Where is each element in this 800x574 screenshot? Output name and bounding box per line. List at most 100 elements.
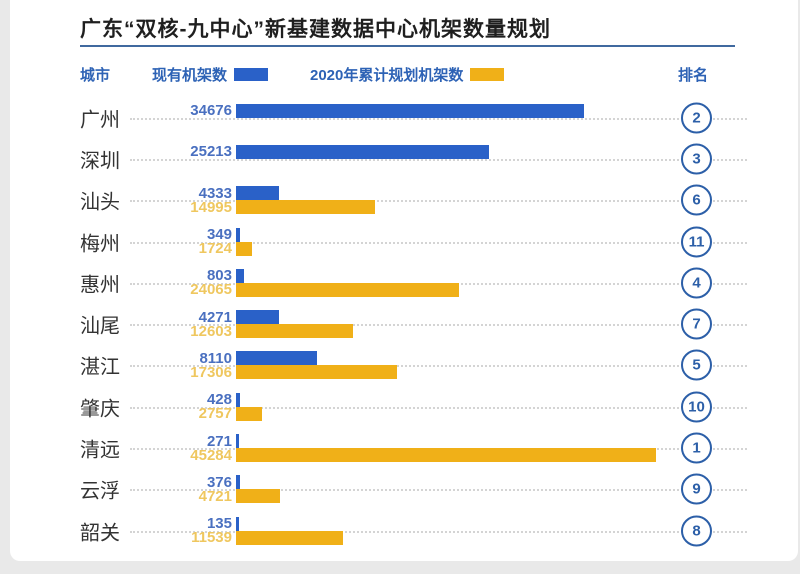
- city-label: 广州: [80, 109, 120, 132]
- existing-value: 4271: [198, 308, 232, 326]
- legend-planned: 2020年累计规划机架数: [310, 64, 505, 85]
- rank-badge: 6: [681, 184, 712, 216]
- existing-bar-line: 135: [145, 515, 239, 533]
- dotted-leader-line: [130, 365, 747, 368]
- legend-existing-label: 现有机架数: [152, 67, 228, 84]
- planned-value: 4721: [198, 487, 232, 505]
- dotted-leader-line: [130, 489, 747, 492]
- existing-bar-line: 8110: [145, 349, 318, 367]
- existing-bar-line: 34676: [145, 102, 584, 120]
- chart-row: 深圳 25213 3: [10, 138, 798, 179]
- city-label: 惠州: [80, 274, 120, 297]
- existing-bar: [236, 103, 584, 118]
- chart-row: 肇庆 428 2757 10: [10, 386, 798, 427]
- existing-bar-line: 803: [145, 267, 245, 285]
- existing-bar-line: 4271: [145, 308, 279, 326]
- planned-bar-line: 24065: [145, 281, 460, 299]
- existing-bar-line: 349: [145, 226, 240, 244]
- existing-bar-line: 25213: [145, 143, 490, 161]
- planned-value: 1724: [198, 240, 232, 258]
- dotted-leader-line: [130, 530, 747, 533]
- planned-bar-line: 17306: [145, 363, 397, 381]
- planned-value: 12603: [190, 322, 232, 340]
- city-label: 深圳: [80, 150, 120, 173]
- dotted-leader-line: [130, 158, 747, 161]
- dotted-leader-line: [130, 241, 747, 244]
- planned-bar: [236, 282, 460, 297]
- chart-rows: 广州 34676 2 深圳 25213 3 汕头 4333 1 4: [10, 97, 798, 551]
- legend-planned-label: 2020年累计规划机架数: [310, 67, 464, 84]
- existing-value: 428: [206, 391, 232, 409]
- planned-bar: [236, 406, 262, 421]
- planned-value: 14995: [190, 198, 232, 216]
- planned-bar-line: 2757: [145, 405, 262, 423]
- planned-bar: [236, 324, 353, 339]
- planned-bar-line: 45284: [145, 446, 656, 464]
- chart-row: 韶关 135 11539 8: [10, 510, 798, 551]
- existing-value: 25213: [190, 143, 232, 161]
- chart-card: 广东“双核-九中心”新基建数据中心机架数量规划 城市 现有机架数 2020年累计…: [10, 0, 798, 561]
- existing-bar: [236, 516, 239, 531]
- rank-badge: 7: [681, 308, 712, 340]
- legend-existing-swatch-icon: [234, 68, 269, 81]
- rank-column-header: 排名: [678, 67, 709, 84]
- planned-bar: [236, 241, 252, 256]
- chart-row: 汕头 4333 14995 6: [10, 180, 798, 221]
- existing-value: 349: [206, 226, 232, 244]
- rank-badge: 5: [681, 349, 712, 381]
- planned-bar-line: 12603: [145, 322, 353, 340]
- rank-badge: 1: [681, 432, 712, 464]
- rank-badge: 10: [681, 391, 712, 423]
- existing-bar-line: 271: [145, 432, 239, 450]
- city-label: 韶关: [80, 522, 120, 545]
- planned-bar: [236, 489, 280, 504]
- rank-badge: 8: [681, 515, 712, 547]
- planned-value: 17306: [190, 363, 232, 381]
- planned-bar: [236, 530, 344, 545]
- existing-bar: [236, 227, 240, 242]
- planned-value: 45284: [190, 446, 232, 464]
- column-header-row: 城市 现有机架数 2020年累计规划机架数 排名: [10, 62, 798, 86]
- existing-bar: [236, 475, 240, 490]
- city-label: 清远: [80, 439, 120, 462]
- existing-value: 803: [206, 267, 232, 285]
- city-column-header: 城市: [80, 67, 111, 84]
- chart-row: 广州 34676 2: [10, 97, 798, 138]
- existing-value: 4333: [198, 184, 232, 202]
- city-label: 汕头: [80, 191, 120, 214]
- planned-bar: [236, 365, 397, 380]
- chart-row: 云浮 376 4721 9: [10, 469, 798, 510]
- existing-bar: [236, 268, 245, 283]
- existing-bar: [236, 392, 241, 407]
- existing-bar: [236, 186, 280, 201]
- existing-value: 8110: [199, 349, 232, 367]
- dotted-leader-line: [130, 200, 747, 203]
- planned-bar-line: 14995: [145, 198, 376, 216]
- existing-bar-line: 376: [145, 473, 240, 491]
- existing-bar: [236, 144, 490, 159]
- city-label: 湛江: [80, 356, 120, 379]
- chart-row: 湛江 8110 17306 5: [10, 345, 798, 386]
- planned-bar: [236, 448, 656, 463]
- planned-bar-line: 1724: [145, 240, 252, 258]
- chart-row: 惠州 803 24065 4: [10, 262, 798, 303]
- dotted-leader-line: [130, 406, 747, 409]
- existing-value: 34676: [190, 102, 232, 120]
- planned-bar-line: 4721: [145, 487, 280, 505]
- dotted-leader-line: [130, 324, 747, 327]
- legend-existing: 现有机架数: [152, 64, 269, 85]
- city-label: 云浮: [80, 480, 120, 503]
- rank-badge: 2: [681, 102, 712, 134]
- page-title: 广东“双核-九中心”新基建数据中心机架数量规划: [80, 18, 551, 41]
- existing-bar-line: 4333: [145, 184, 280, 202]
- planned-bar-line: 11539: [145, 529, 344, 547]
- existing-value: 135: [206, 515, 232, 533]
- chart-row: 汕尾 4271 12603 7: [10, 303, 798, 344]
- rank-badge: 3: [681, 143, 712, 175]
- existing-bar-line: 428: [145, 391, 241, 409]
- chart-row: 清远 271 45284 1: [10, 427, 798, 468]
- existing-bar: [236, 434, 239, 449]
- chart-row: 梅州 349 1724 11: [10, 221, 798, 262]
- rank-badge: 9: [681, 473, 712, 505]
- existing-bar: [236, 351, 318, 366]
